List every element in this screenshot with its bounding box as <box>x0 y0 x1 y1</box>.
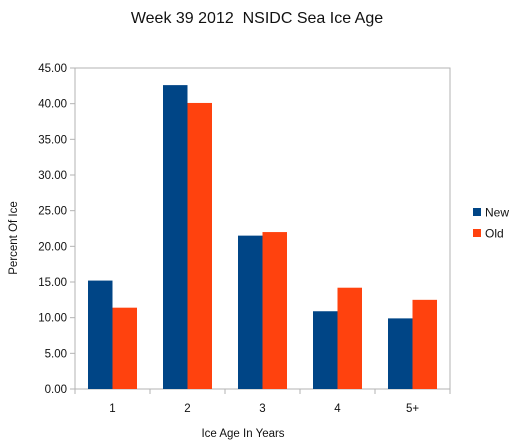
y-tick-label: 35.00 <box>38 134 67 146</box>
x-tick-label: 2 <box>184 403 190 415</box>
chart-title: Week 39 2012 NSIDC Sea Ice Age <box>131 10 383 27</box>
x-tick-label: 5+ <box>406 403 419 415</box>
bar-new-3 <box>238 235 263 389</box>
bar-new-5+ <box>388 318 413 389</box>
y-tick-label: 5.00 <box>45 348 67 360</box>
x-tick-label: 4 <box>334 403 341 415</box>
x-axis: 1 2 3 4 5+ <box>74 389 451 415</box>
y-axis-label: Percent Of Ice <box>8 201 20 275</box>
y-tick-label: 20.00 <box>38 241 67 253</box>
bars <box>88 85 437 390</box>
legend-label-old: Old <box>485 227 504 241</box>
bar-old-3 <box>262 232 287 389</box>
bar-new-2 <box>163 85 188 390</box>
x-tick-label: 1 <box>109 403 115 415</box>
y-tick-label: 10.00 <box>38 313 67 325</box>
y-axis: 0.00 5.00 10.00 15.00 20.00 25.00 30.00 35.00 40… <box>38 63 75 396</box>
bar-old-2 <box>187 102 212 389</box>
x-tick-label: 3 <box>259 403 265 415</box>
y-tick-label: 25.00 <box>38 206 67 218</box>
bar-new-1 <box>88 280 113 389</box>
legend-label-new: New <box>485 206 509 220</box>
y-tick-label: 15.00 <box>38 277 67 289</box>
y-tick-label: 0.00 <box>45 384 67 396</box>
bar-new-4 <box>313 311 338 389</box>
legend-swatch-old <box>473 229 481 237</box>
legend-swatch-new <box>473 208 481 216</box>
bar-old-1 <box>112 307 137 389</box>
y-tick-label: 45.00 <box>38 63 67 75</box>
y-tick-label: 40.00 <box>38 99 67 111</box>
bar-old-4 <box>337 287 362 389</box>
bar-old-5+ <box>412 299 437 389</box>
x-axis-label: Ice Age In Years <box>201 428 284 440</box>
legend: New Old <box>473 206 509 241</box>
y-tick-label: 30.00 <box>38 170 67 182</box>
